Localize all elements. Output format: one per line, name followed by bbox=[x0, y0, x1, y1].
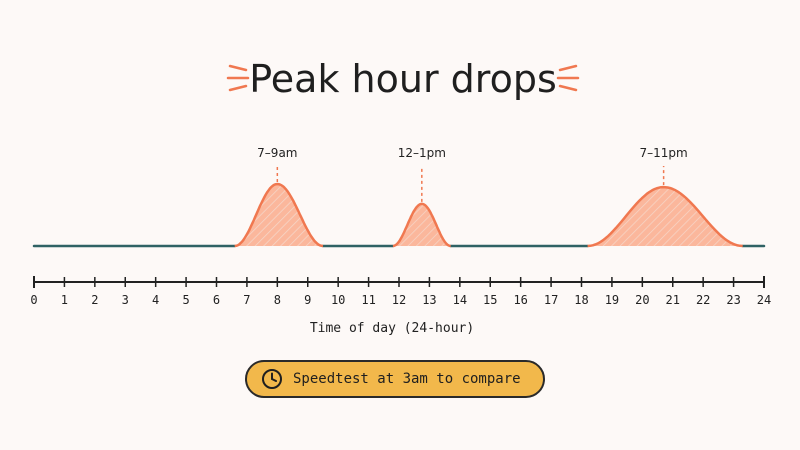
x-tick-label: 12 bbox=[392, 293, 406, 307]
chart-title: Peak hour drops bbox=[249, 57, 557, 101]
x-tick-label: 2 bbox=[91, 293, 98, 307]
chart-marks: 7–9am 12–1pm 7–11pm bbox=[32, 146, 766, 248]
x-tick-label: 5 bbox=[182, 293, 189, 307]
clock-icon bbox=[262, 369, 282, 389]
x-tick-label: 11 bbox=[361, 293, 375, 307]
peak-outline-2 bbox=[392, 202, 451, 248]
x-tick-label: 14 bbox=[453, 293, 467, 307]
title-decoration-right bbox=[556, 64, 580, 92]
x-tick-label: 23 bbox=[726, 293, 740, 307]
peak-label-3: 7–11pm bbox=[640, 146, 688, 160]
x-tick-label: 4 bbox=[152, 293, 159, 307]
x-tick-label: 7 bbox=[243, 293, 250, 307]
x-axis-title: Time of day (24-hour) bbox=[310, 321, 474, 336]
peak-area-1 bbox=[234, 184, 323, 246]
x-tick-label: 19 bbox=[605, 293, 619, 307]
x-tick-label: 8 bbox=[274, 293, 281, 307]
speedtest-button-label: Speedtest at 3am to compare bbox=[293, 371, 521, 387]
x-tick-label: 3 bbox=[122, 293, 129, 307]
peak-area-3 bbox=[587, 187, 743, 246]
x-tick-label: 22 bbox=[696, 293, 710, 307]
title-decoration-left bbox=[226, 64, 250, 92]
peak-outline-1 bbox=[234, 182, 324, 248]
x-tick-label: 15 bbox=[483, 293, 497, 307]
peak-area-2 bbox=[392, 203, 451, 246]
x-axis: 0 1 2 3 4 5 6 7 8 9 10 11 12 13 14 15 16 17 18 19 20 21 22 23 24 bbox=[30, 276, 771, 307]
x-tick-label: 10 bbox=[331, 293, 345, 307]
x-tick-label: 1 bbox=[61, 293, 68, 307]
x-tick-label: 16 bbox=[513, 293, 527, 307]
x-tick-label: 21 bbox=[666, 293, 680, 307]
x-tick-label: 6 bbox=[213, 293, 220, 307]
peak-label-2: 12–1pm bbox=[398, 146, 446, 160]
x-tick-label: 20 bbox=[635, 293, 649, 307]
x-tick-label: 0 bbox=[30, 293, 37, 307]
x-tick-label: 17 bbox=[544, 293, 558, 307]
peak-label-1: 7–9am bbox=[257, 146, 297, 160]
peak-outline-3 bbox=[587, 185, 743, 248]
x-tick-label: 9 bbox=[304, 293, 311, 307]
x-tick-label: 18 bbox=[574, 293, 588, 307]
x-tick-label: 13 bbox=[422, 293, 436, 307]
x-tick-label: 24 bbox=[757, 293, 771, 307]
speedtest-button[interactable]: Speedtest at 3am to compare bbox=[245, 360, 545, 398]
